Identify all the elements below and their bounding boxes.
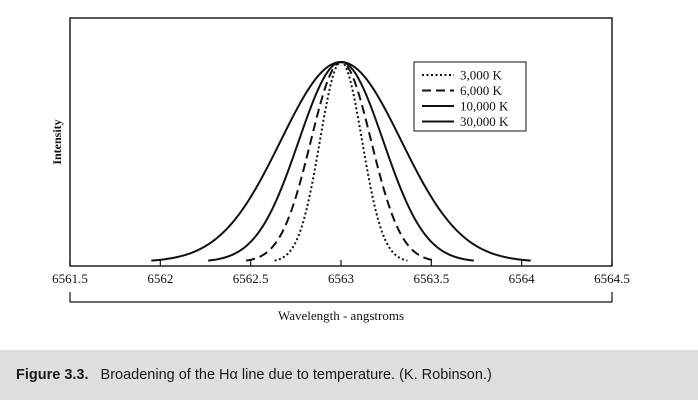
x-tick-label: 6562.5 — [233, 271, 269, 286]
legend-label-4: 30,000 K — [460, 114, 509, 129]
x-tick-label: 6561.5 — [52, 271, 88, 286]
chart: 6561.5 6562 6562.5 6563 6563.5 6564 6564.5 Wav… — [50, 17, 630, 323]
y-axis-label: Intensity — [50, 119, 64, 164]
x-axis-label: Wavelength - angstroms — [278, 308, 404, 323]
x-tick-label: 6563.5 — [413, 271, 449, 286]
series-line-4 — [151, 60, 531, 262]
plot-frame — [69, 17, 613, 267]
x-axis-ticks: 6561.5 6562 6562.5 6563 6563.5 6564 6564.5 — [52, 260, 630, 286]
legend-box — [413, 61, 527, 132]
legend-label-1: 3,000 K — [460, 68, 503, 83]
figure-caption: Figure 3.3. Broadening of the Hα line du… — [0, 350, 698, 400]
series-line-2 — [246, 60, 436, 262]
curves-group — [151, 60, 531, 262]
series-line-1 — [274, 60, 408, 262]
caption-label: Figure 3.3. — [16, 367, 89, 383]
x-tick-label: 6564.5 — [594, 271, 630, 286]
x-tick-label: 6562 — [147, 271, 173, 286]
x-tick-label: 6563 — [328, 271, 354, 286]
legend-label-2: 6,000 K — [460, 83, 503, 98]
legend: 3,000 K6,000 K10,000 K30,000 K — [413, 61, 527, 132]
legend-label-3: 10,000 K — [460, 99, 509, 114]
x-tick-label: 6564 — [509, 271, 536, 286]
caption-text: Broadening of the Hα line due to tempera… — [100, 367, 492, 383]
